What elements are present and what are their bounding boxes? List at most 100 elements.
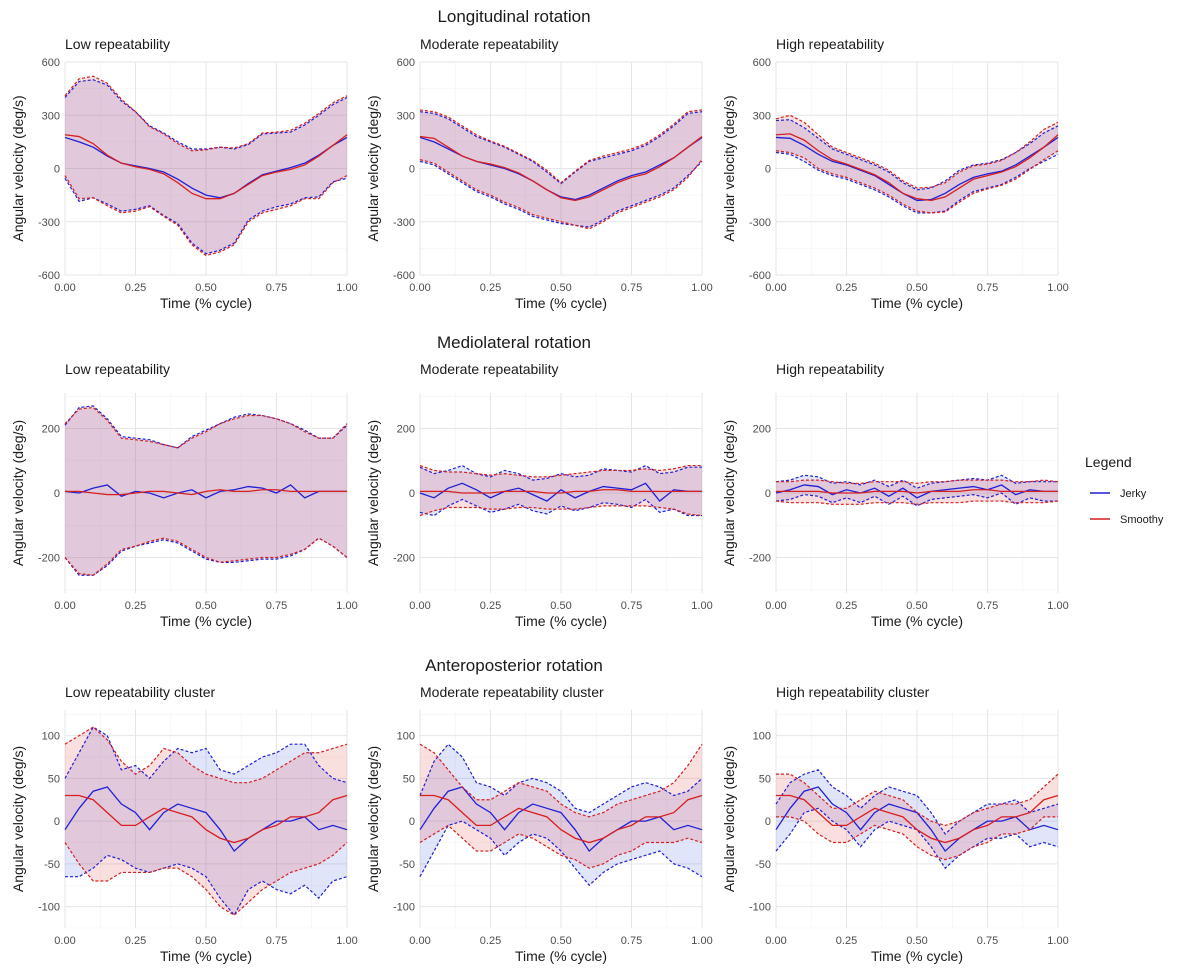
x-tick-label: 0.75 [977, 600, 998, 612]
x-tick-label: 0.00 [54, 600, 75, 612]
lower-bound-smoothy [419, 505, 703, 517]
panel-title: Moderate repeatability [420, 36, 559, 52]
y-tick-label: 0 [54, 164, 60, 176]
band-smoothy [776, 774, 1058, 860]
panel-title: Low repeatability [65, 361, 170, 377]
x-axis-title: Time (% cycle) [160, 948, 252, 964]
y-tick-label: -100 [393, 902, 415, 914]
band-jerky [420, 744, 702, 886]
x-tick-label: 1.00 [691, 282, 712, 294]
mean-line-jerky [419, 786, 703, 853]
band-smoothy [420, 744, 702, 869]
x-tick-label: 0.50 [906, 600, 927, 612]
y-tick-label: 100 [753, 731, 771, 743]
lower-bound-smoothy [64, 842, 348, 916]
y-tick-label: 600 [42, 57, 60, 69]
chart-panel: 0.00 0.25 0.50 0.75 1.00 -100 -50 0 50 100 Time (%… [10, 710, 358, 964]
y-axis-title: Angular velocity (deg/s) [721, 746, 737, 892]
x-tick-label: 0.00 [765, 282, 786, 294]
x-tick-label: 0.50 [906, 935, 927, 947]
y-axis-title: Angular velocity (deg/s) [10, 95, 26, 241]
lower-bound-jerky [64, 177, 348, 255]
upper-bound-jerky [419, 464, 702, 481]
x-tick-label: 1.00 [336, 600, 357, 612]
upper-bound-smoothy [64, 406, 348, 449]
x-axis-title: Time (% cycle) [871, 295, 963, 311]
y-axis-title: Angular velocity (deg/s) [721, 95, 737, 241]
upper-bound-jerky [419, 743, 703, 814]
lower-bound-jerky [775, 151, 1059, 214]
x-tick-label: 0.50 [550, 282, 571, 294]
chart-panel: 0.00 0.25 0.50 0.75 1.00 -600 -300 0 300 600 Time … [721, 57, 1069, 311]
mean-line-smoothy [65, 489, 347, 496]
upper-bound-smoothy [419, 743, 703, 818]
y-tick-label: 300 [42, 110, 60, 122]
x-tick-label: 0.25 [125, 600, 146, 612]
x-tick-label: 0.50 [195, 282, 216, 294]
y-tick-label: -50 [44, 859, 60, 871]
upper-bound-jerky [775, 119, 1059, 191]
y-tick-label: 50 [48, 773, 60, 785]
upper-bound-jerky [419, 111, 703, 185]
y-tick-label: 600 [397, 57, 415, 69]
mean-line-smoothy [776, 794, 1059, 844]
lower-bound-jerky [419, 820, 703, 887]
y-tick-label: -300 [749, 217, 771, 229]
x-tick-label: 0.25 [125, 282, 146, 294]
y-tick-label: -50 [755, 859, 771, 871]
y-tick-label: 0 [765, 816, 771, 828]
mean-line-jerky [775, 136, 1059, 202]
x-tick-label: 0.50 [906, 282, 927, 294]
panel-title: Moderate repeatability [420, 361, 559, 377]
mean-line-smoothy [775, 133, 1059, 202]
mean-line-smoothy [420, 489, 702, 494]
x-tick-label: 0.75 [621, 600, 642, 612]
panel-title: High repeatability [776, 361, 884, 377]
panel-title: Moderate repeatability cluster [420, 684, 604, 700]
mean-line-smoothy [64, 134, 348, 200]
x-tick-label: 0.50 [195, 600, 216, 612]
x-axis-title: Time (% cycle) [160, 295, 252, 311]
panel-title: Low repeatability cluster [65, 684, 216, 700]
band-jerky [776, 119, 1058, 213]
lower-bound-smoothy [419, 824, 703, 869]
upper-bound-smoothy [419, 109, 703, 184]
chart-panel: 0.00 0.25 0.50 0.75 1.00 -100 -50 0 50 100 Time (%… [721, 710, 1069, 964]
mean-line-jerky [64, 484, 347, 499]
chart-panel: 0.00 0.25 0.50 0.75 1.00 -200 0 200 Time (% cycl… [365, 393, 713, 629]
y-axis-title: Angular velocity (deg/s) [10, 746, 26, 892]
x-tick-label: 0.75 [266, 935, 287, 947]
lower-bound-smoothy [775, 500, 1059, 505]
y-tick-label: -300 [38, 217, 60, 229]
y-axis-title: Angular velocity (deg/s) [721, 420, 737, 566]
mean-line-smoothy [776, 489, 1058, 494]
y-tick-label: 0 [409, 488, 415, 500]
lower-bound-jerky [419, 160, 703, 228]
y-tick-label: -600 [749, 270, 771, 282]
x-tick-label: 0.75 [977, 935, 998, 947]
legend: Legend Jerky Smoothy [1085, 454, 1164, 526]
x-tick-label: 0.00 [409, 600, 430, 612]
x-tick-label: 0.00 [54, 282, 75, 294]
upper-bound-smoothy [64, 726, 348, 784]
x-tick-label: 0.00 [54, 935, 75, 947]
row-title-longitudinal: Longitudinal rotation [437, 7, 590, 26]
y-tick-label: -300 [393, 217, 415, 229]
mean-line-jerky [64, 786, 348, 853]
x-tick-label: 0.25 [836, 282, 857, 294]
legend-title: Legend [1085, 454, 1132, 470]
x-tick-label: 0.25 [480, 935, 501, 947]
x-axis-title: Time (% cycle) [871, 613, 963, 629]
y-tick-label: 50 [403, 773, 415, 785]
y-tick-label: 300 [753, 110, 771, 122]
x-axis-title: Time (% cycle) [515, 295, 607, 311]
upper-bound-smoothy [419, 464, 702, 478]
panel-title: High repeatability [776, 36, 884, 52]
panel-title: High repeatability cluster [776, 684, 930, 700]
lower-bound-jerky [775, 807, 1059, 870]
y-axis-title: Angular velocity (deg/s) [365, 95, 381, 241]
y-axis-title: Angular velocity (deg/s) [365, 746, 381, 892]
lower-bound-smoothy [64, 175, 348, 257]
x-tick-label: 0.25 [836, 600, 857, 612]
